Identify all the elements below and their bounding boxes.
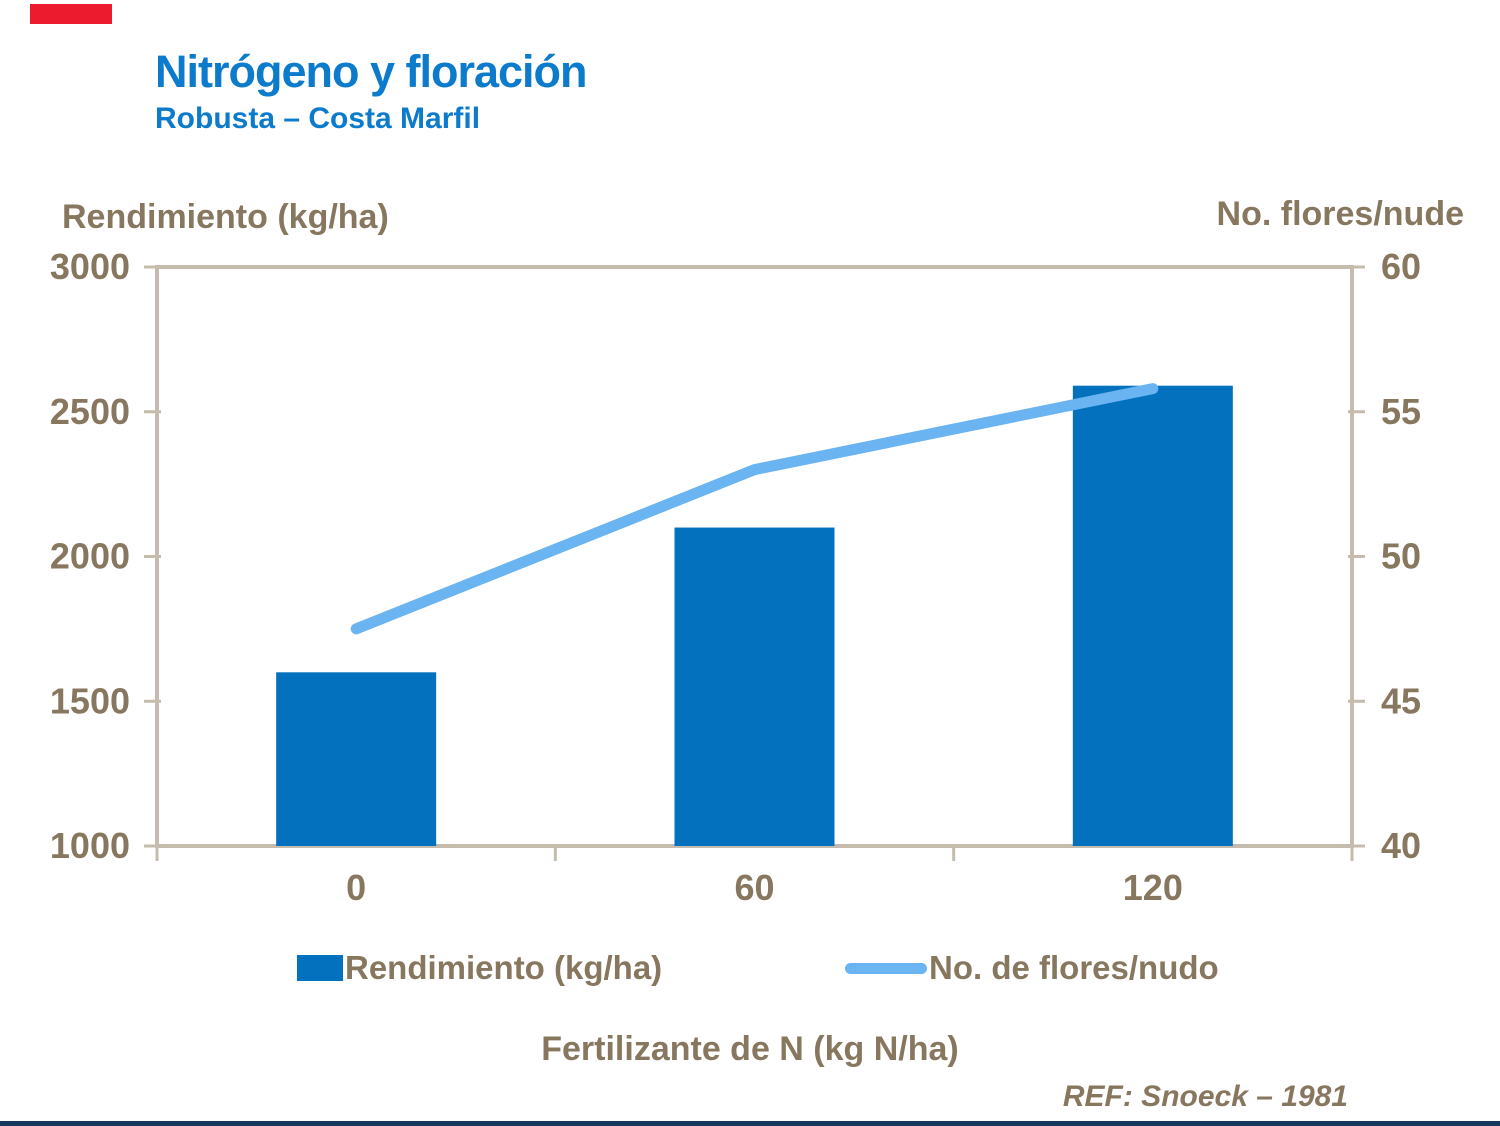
bar-series-swatch-icon bbox=[297, 955, 343, 981]
right-axis-tick-label: 60 bbox=[1381, 246, 1421, 287]
reference-citation: REF: Snoeck – 1981 bbox=[1062, 1080, 1348, 1113]
right-axis-tick-label: 55 bbox=[1381, 391, 1421, 432]
line-series-swatch-icon bbox=[845, 962, 927, 974]
right-axis-tick-label: 40 bbox=[1381, 825, 1421, 866]
bar-rendimiento bbox=[674, 527, 835, 846]
slide-title: Nitrógeno y floración bbox=[155, 46, 588, 97]
line-flores-nudo bbox=[350, 383, 1159, 635]
bar-rendimiento bbox=[1072, 385, 1233, 846]
red-accent-bar bbox=[30, 4, 112, 24]
slide-subtitle: Robusta – Costa Marfil bbox=[155, 102, 481, 135]
legend-label-rendimiento: Rendimiento (kg/ha) bbox=[345, 949, 663, 986]
legend-item-rendimiento: Rendimiento (kg/ha) bbox=[297, 949, 663, 986]
left-axis-tick-label: 1500 bbox=[50, 680, 130, 721]
footer-navy-bar bbox=[0, 1121, 1500, 1126]
x-axis-category-label: 120 bbox=[1123, 867, 1183, 908]
x-axis-category-label: 0 bbox=[346, 867, 366, 908]
right-axis-tick-label: 45 bbox=[1381, 680, 1421, 721]
x-axis-category-label: 60 bbox=[734, 867, 774, 908]
legend-item-flores: No. de flores/nudo bbox=[845, 949, 1219, 986]
left-axis-tick-label: 1000 bbox=[50, 825, 130, 866]
right-axis-tick-label: 50 bbox=[1381, 536, 1421, 577]
x-axis-title: Fertilizante de N (kg N/ha) bbox=[541, 1030, 959, 1068]
left-axis-tick-label: 2000 bbox=[50, 536, 130, 577]
bar-rendimiento bbox=[276, 672, 437, 846]
left-axis-tick-label: 3000 bbox=[50, 246, 130, 287]
legend-label-flores: No. de flores/nudo bbox=[929, 949, 1219, 986]
left-axis-title: Rendimiento (kg/ha) bbox=[62, 198, 389, 236]
plot-border bbox=[155, 265, 1354, 848]
right-axis-title: No. flores/nude bbox=[1216, 195, 1464, 233]
left-axis-tick-label: 2500 bbox=[50, 391, 130, 432]
